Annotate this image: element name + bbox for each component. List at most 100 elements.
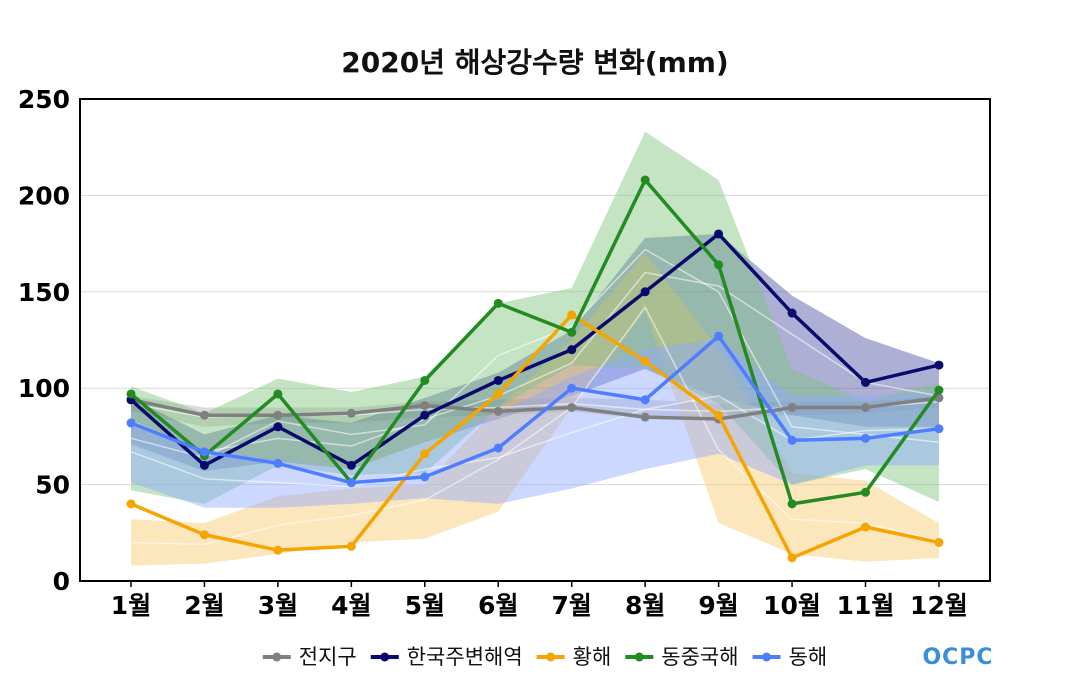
legend: 전지구 한국주변해역 황해 동중국해 동해	[262, 645, 828, 669]
point-황해-3	[273, 545, 283, 555]
point-한국주변해역-4	[346, 460, 356, 470]
point-동중국해-5	[420, 375, 430, 385]
point-전지구-5	[420, 401, 430, 411]
point-동중국해-7	[567, 327, 577, 337]
y-tick-label: 0	[53, 567, 70, 596]
x-tick-label: 4월	[331, 591, 371, 620]
legend-marker	[380, 652, 390, 662]
legend-label: 동해	[789, 645, 828, 669]
legend-label: 전지구	[299, 645, 357, 669]
y-tick-label: 250	[18, 85, 70, 114]
point-동해-7	[567, 383, 577, 393]
point-동해-5	[420, 472, 430, 482]
point-동중국해-8	[640, 175, 650, 185]
point-전지구-3	[273, 410, 283, 420]
legend-label: 동중국해	[661, 645, 738, 669]
x-tick-label: 8월	[625, 591, 665, 620]
y-tick-label: 150	[18, 278, 70, 307]
point-동중국해-9	[714, 260, 724, 270]
legend-marker	[762, 652, 772, 662]
point-한국주변해역-8	[640, 287, 650, 297]
x-tick-label: 1월	[111, 591, 151, 620]
point-동해-12	[934, 424, 944, 434]
mean-line-황해	[130, 305, 940, 546]
line-황해	[130, 313, 940, 560]
point-동해-3	[273, 458, 283, 468]
point-동중국해-12	[934, 385, 944, 395]
legend-item-동해: 동해	[752, 645, 828, 669]
legend-marker	[272, 652, 282, 662]
band-전지구	[131, 395, 939, 427]
point-동해-2	[199, 447, 209, 457]
point-한국주변해역-7	[567, 345, 577, 355]
point-황해-4	[346, 541, 356, 551]
legend-label: 한국주변해역	[407, 645, 523, 669]
line-동중국해	[129, 178, 941, 506]
x-tick-label: 2월	[184, 591, 224, 620]
point-동해-11	[861, 433, 870, 443]
ocpc-logo: OCPC	[922, 645, 993, 670]
x-tick-label: 10월	[763, 591, 821, 620]
point-전지구-6	[493, 406, 503, 416]
x-tick-label: 12월	[910, 591, 968, 620]
x-tick-label: 5월	[405, 591, 445, 620]
point-황해-2	[199, 530, 209, 540]
point-동해-1	[126, 418, 136, 428]
point-한국주변해역-9	[714, 229, 724, 239]
point-한국주변해역-11	[861, 377, 870, 387]
point-전지구-7	[567, 402, 577, 412]
point-동해-10	[787, 435, 797, 445]
series-한국주변해역	[126, 229, 944, 470]
point-황해-7	[567, 310, 577, 320]
point-전지구-11	[861, 402, 870, 412]
x-tick-label: 11월	[837, 591, 895, 620]
line-한국주변해역	[129, 232, 940, 468]
grid-lines	[80, 194, 990, 486]
chart-title: 2020년 해상강수량 변화(mm)	[341, 46, 728, 79]
x-tick-label: 9월	[698, 591, 738, 620]
y-tick-label: 200	[18, 181, 70, 210]
legend-item-동중국해: 동중국해	[625, 645, 739, 669]
point-한국주변해역-6	[493, 375, 503, 385]
line-전지구	[130, 396, 940, 421]
point-한국주변해역-2	[199, 460, 209, 470]
logo-text: OCPC	[922, 645, 993, 670]
point-동해-4	[346, 478, 356, 488]
point-황해-12	[934, 537, 944, 547]
x-tick-label: 3월	[258, 591, 298, 620]
point-동중국해-1	[126, 389, 136, 399]
point-전지구-2	[199, 410, 209, 420]
line-동해	[130, 334, 940, 485]
series-lines	[126, 175, 944, 563]
point-동중국해-6	[493, 298, 503, 308]
point-동중국해-11	[861, 487, 870, 497]
point-황해-5	[420, 449, 430, 459]
band-동해	[131, 338, 939, 508]
point-한국주변해역-5	[420, 410, 430, 420]
legend-label: 황해	[573, 645, 612, 669]
x-tick-label: 6월	[478, 591, 518, 620]
series-황해	[126, 310, 944, 563]
legend-item-전지구: 전지구	[262, 645, 357, 669]
mean-line-한국주변해역	[130, 271, 940, 453]
plot-frame	[79, 98, 991, 582]
point-황해-6	[493, 389, 503, 399]
y-tick-label: 100	[18, 374, 70, 403]
point-동해-9	[714, 331, 724, 341]
point-황해-9	[714, 410, 724, 420]
legend-item-한국주변해역: 한국주변해역	[370, 645, 523, 669]
point-동중국해-3	[273, 389, 283, 399]
legend-marker	[634, 652, 644, 662]
y-axis-ticks: 0 50 100 150 200 250	[18, 85, 70, 596]
x-axis-ticks: 1월 2월 3월 4월 5월 6월 7월 8월 9월 10월 11월 12월	[111, 581, 968, 620]
point-전지구-10	[787, 402, 797, 412]
point-황해-1	[126, 499, 136, 509]
point-동해-8	[640, 395, 650, 405]
legend-marker	[546, 652, 556, 662]
x-tick-label: 7월	[551, 591, 591, 620]
point-전지구-4	[346, 408, 356, 418]
point-황해-8	[640, 356, 650, 366]
y-tick-label: 50	[35, 471, 70, 500]
point-동중국해-10	[787, 499, 797, 509]
